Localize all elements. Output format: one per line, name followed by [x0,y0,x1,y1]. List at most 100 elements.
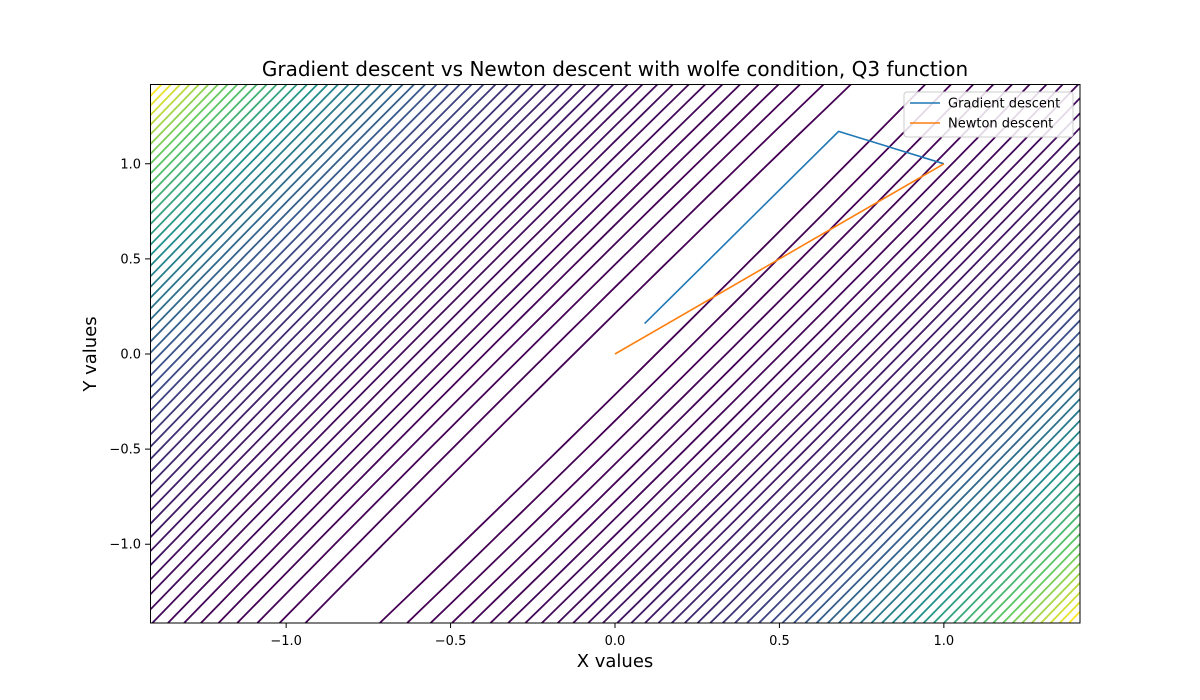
contour-line [150,85,339,278]
x-tick-label: 1.0 [934,634,955,649]
contour-line [826,365,1080,623]
contour-line [150,85,601,539]
contour-line [891,430,1080,623]
x-tick-label: −0.5 [435,634,467,649]
contour-line [151,85,690,623]
contour-line [781,319,1080,623]
y-tick-label: 0.0 [120,348,141,363]
contour-line [721,260,1080,623]
contour-line [586,127,1080,623]
contour-line [657,196,1080,623]
contour-line [150,85,404,343]
legend: Gradient descent Newton descent [903,91,1074,138]
contour-line [489,85,1031,623]
contour-line [182,85,724,623]
contour-line [150,85,547,486]
contour-line [150,85,560,499]
contour-line [150,85,615,553]
contour-line [629,169,1080,623]
contour-line [150,85,371,310]
series-line-gradient-descent [644,130,945,325]
contour-line [601,141,1080,623]
contour-line [150,85,534,473]
contour-line [199,85,741,623]
contour-line [804,342,1080,623]
contour-line [217,85,760,623]
contour-line [540,85,1079,623]
contour-line [769,308,1080,623]
contour-line [150,85,438,377]
contour-line [870,409,1080,623]
contour-line [708,247,1080,623]
contour-line [571,112,1080,623]
contour-line [506,85,1048,623]
legend-label-gradient: Gradient descent [948,97,1060,112]
contour-line [150,85,461,400]
x-axis: −1.0 −0.5 0.0 0.5 1.0 [270,623,954,649]
x-tick-label: 0.0 [605,634,626,649]
contour-line [278,85,825,623]
contour-line [378,85,926,623]
contour-line [150,85,350,289]
contour-line [150,85,473,412]
contour-line [745,284,1080,623]
contour-line [696,235,1080,623]
x-tick-label: −1.0 [270,634,302,649]
contour-line [901,441,1080,623]
contour-line [150,85,393,332]
contour-line [670,209,1080,623]
contour-line [150,85,644,581]
chart-title: Gradient descent vs Newton descent with … [262,57,968,81]
contour-line [150,85,318,257]
contour-line [150,85,509,448]
x-tick-label: 0.5 [769,634,790,649]
contour-line [150,85,360,299]
contour-line [150,85,522,461]
y-axis-label: Y values [80,316,101,392]
contour-line [848,387,1080,623]
contour-line [150,85,426,366]
contour-lines [150,85,1080,623]
contour-line [912,451,1080,623]
contour-line [815,354,1080,623]
contour-line [859,398,1080,623]
contour-line [304,85,852,623]
contour-line [150,85,659,596]
contour-line [166,85,706,623]
y-axis: −1.0 −0.5 0.0 0.5 1.0 [109,157,150,553]
plot-area [150,85,1080,623]
x-axis-label: X values [577,651,654,672]
y-tick-label: 0.5 [120,252,141,267]
y-tick-label: −1.0 [109,538,141,553]
contour-line [792,331,1080,623]
contour-line [450,85,995,623]
series-lines [614,130,945,355]
contour-line [150,85,497,436]
contour-line [470,85,1013,623]
legend-box [903,91,1074,138]
contour-line [643,183,1080,623]
contour-line [615,155,1080,623]
contour-line [256,85,801,623]
contour-line [524,85,1064,623]
contour-line [837,376,1080,623]
contour-line [150,85,329,267]
legend-label-newton: Newton descent [948,117,1053,132]
contour-line [150,85,449,389]
contour-line [150,85,629,567]
contour-line [683,222,1080,623]
contour-line [757,296,1080,623]
contour-line [150,85,674,611]
contour-line [150,85,382,321]
contour-line [150,85,587,525]
contour-line [880,419,1080,623]
contour-line [150,85,573,512]
contour-line [150,85,485,424]
contour-line [556,97,1080,623]
contour-line [150,85,308,246]
series-line-newton-descent [614,163,945,355]
y-tick-label: 1.0 [120,157,141,172]
y-tick-label: −0.5 [109,443,141,458]
contour-line [235,85,780,623]
